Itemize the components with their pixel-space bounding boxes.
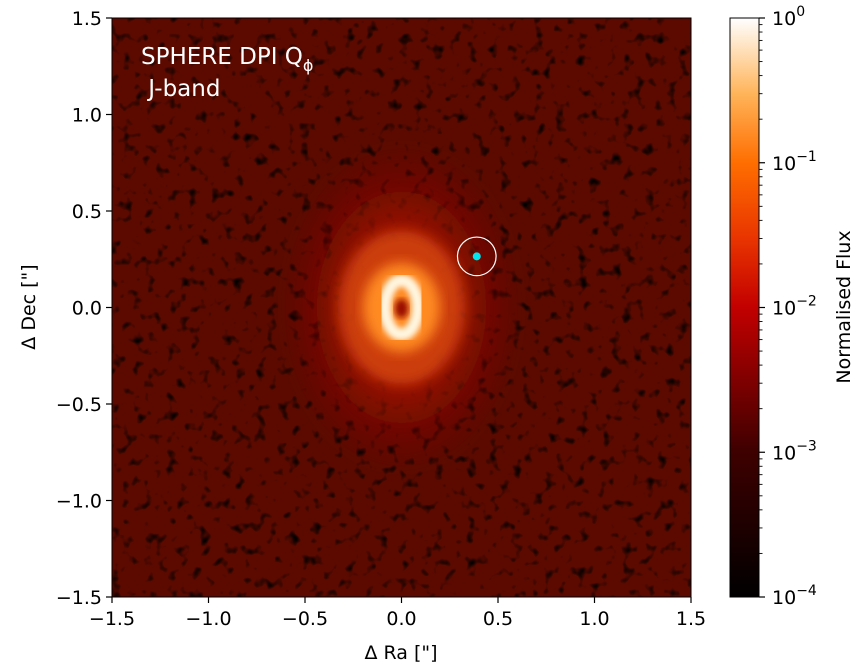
companion-marker xyxy=(456,236,497,277)
x-tick-label: −0.5 xyxy=(282,608,328,630)
x-tick-label: 0.5 xyxy=(483,608,513,630)
x-tick-label: 1.0 xyxy=(579,608,609,630)
x-axis-ticks: −1.5 −1.0 −0.5 0.0 0.5 1.0 1.5 xyxy=(89,597,706,630)
colorbar-tick-label: 10−4 xyxy=(772,583,817,609)
y-tick-label: −1.5 xyxy=(56,587,102,609)
y-tick-label: 0.0 xyxy=(72,298,102,320)
central-ring xyxy=(378,274,425,341)
y-tick-label: 0.5 xyxy=(72,201,102,223)
central-hole xyxy=(394,298,409,319)
colorbar xyxy=(729,17,760,598)
y-tick-label: 1.0 xyxy=(72,105,102,127)
colorbar-tick-label: 100 xyxy=(772,4,805,30)
y-tick-label: −0.5 xyxy=(56,394,102,416)
panel-title-subscript: ϕ xyxy=(303,56,314,75)
plot-area xyxy=(112,18,691,597)
colorbar-tick-label: 10−2 xyxy=(772,294,817,320)
colorbar-tick-label: 10−3 xyxy=(772,438,817,464)
x-tick-label: 1.5 xyxy=(676,608,706,630)
y-tick-label: 1.5 xyxy=(72,8,102,30)
y-axis-label: Δ Dec ["] xyxy=(18,264,40,349)
marker-circle xyxy=(456,236,497,277)
colorbar-label: Normalised Flux xyxy=(833,230,855,383)
disk-emission xyxy=(281,143,522,472)
colorbar-tick-label: 10−1 xyxy=(772,149,817,175)
marker-point xyxy=(472,252,481,261)
panel-title-line2: J-band xyxy=(141,76,220,102)
y-axis-ticks: −1.5 −1.0 −0.5 0.0 0.5 1.0 1.5 xyxy=(56,8,112,609)
x-tick-label: −1.5 xyxy=(89,608,135,630)
x-axis-label: Δ Ra ["] xyxy=(364,642,437,664)
panel-title-line1: SPHERE DPI Qϕ xyxy=(141,44,313,75)
x-tick-label: 0.0 xyxy=(386,608,416,630)
y-tick-label: −1.0 xyxy=(56,491,102,513)
colorbar-ticks: 100 10−1 10−2 10−3 10−4 xyxy=(759,4,817,609)
x-tick-label: −1.0 xyxy=(185,608,231,630)
